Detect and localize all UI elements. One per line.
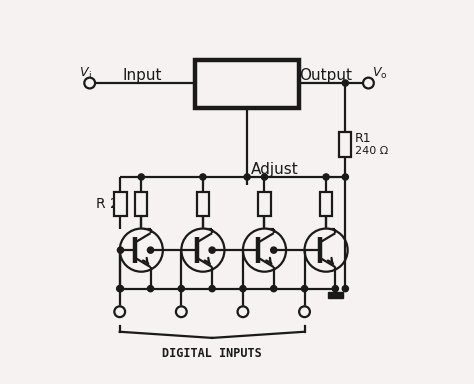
Text: 240 Ω: 240 Ω	[355, 146, 388, 156]
Text: V: V	[79, 66, 88, 79]
Circle shape	[271, 247, 277, 253]
Circle shape	[240, 286, 246, 292]
Circle shape	[178, 286, 184, 292]
Circle shape	[147, 286, 154, 292]
Circle shape	[200, 174, 206, 180]
Circle shape	[147, 247, 154, 253]
Text: Adjust: Adjust	[251, 162, 299, 177]
Text: Output: Output	[300, 68, 353, 83]
Text: R 2: R 2	[96, 197, 118, 211]
Bar	[197, 192, 209, 216]
Circle shape	[138, 174, 145, 180]
Text: DIGITAL INPUTS: DIGITAL INPUTS	[162, 347, 262, 360]
Text: o: o	[381, 71, 386, 80]
Bar	[328, 292, 343, 298]
Circle shape	[342, 174, 348, 180]
Text: i: i	[88, 71, 91, 80]
Circle shape	[84, 78, 95, 88]
Circle shape	[209, 286, 215, 292]
Text: LM 317: LM 317	[222, 84, 273, 98]
Bar	[320, 192, 332, 216]
Circle shape	[304, 228, 347, 272]
Circle shape	[332, 286, 338, 292]
Circle shape	[301, 286, 308, 292]
Circle shape	[118, 286, 124, 292]
Circle shape	[363, 78, 374, 88]
Circle shape	[299, 306, 310, 317]
Bar	[258, 192, 271, 216]
Circle shape	[243, 228, 286, 272]
Circle shape	[118, 247, 124, 253]
Circle shape	[237, 306, 248, 317]
Circle shape	[261, 174, 267, 180]
Text: Input: Input	[123, 68, 162, 83]
Bar	[195, 60, 299, 108]
Circle shape	[117, 286, 123, 292]
Circle shape	[209, 247, 215, 253]
Bar	[114, 192, 127, 216]
Circle shape	[114, 306, 125, 317]
Bar	[339, 132, 352, 157]
Circle shape	[342, 286, 348, 292]
Text: LM 217: LM 217	[222, 71, 273, 85]
Text: V: V	[372, 66, 380, 79]
Circle shape	[120, 228, 163, 272]
Bar	[135, 192, 147, 216]
Circle shape	[342, 80, 348, 86]
Text: R1: R1	[355, 132, 371, 145]
Circle shape	[271, 286, 277, 292]
Circle shape	[176, 306, 187, 317]
Circle shape	[182, 228, 225, 272]
Circle shape	[244, 174, 250, 180]
Circle shape	[323, 174, 329, 180]
